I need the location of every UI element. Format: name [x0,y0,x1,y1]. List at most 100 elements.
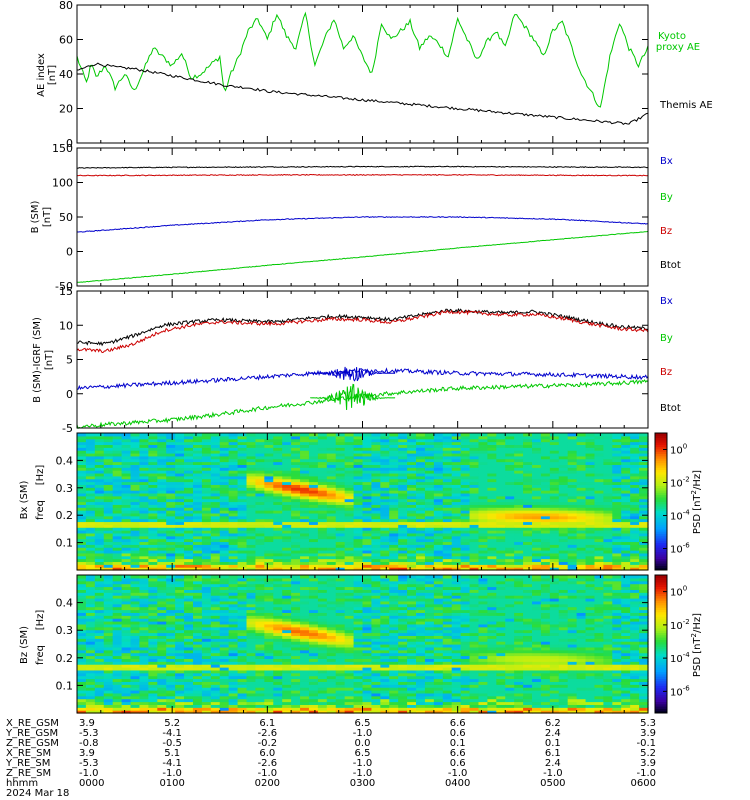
spectrogram-cell [612,438,622,443]
spectrogram-cell [121,532,132,537]
spectrogram-cell [291,475,301,480]
spectrogram-cell [112,612,123,616]
spectrogram-cell [130,544,141,548]
spectrogram-cell [103,510,114,514]
spectrogram-cell [192,461,203,465]
spectrogram-cell [585,564,596,568]
colorbar-segment [655,458,667,461]
spectrogram-cell [460,558,471,563]
spectrogram-cell [603,464,613,468]
spectrogram-cell [540,438,551,443]
spectrogram-cell [291,695,301,700]
spectrogram-cell [291,487,301,491]
spectrogram-cell [576,433,587,437]
spectrogram-cell [478,567,488,571]
spectrogram-cell [514,535,524,540]
spectrogram-cell [407,438,417,443]
spectrogram-cell [192,541,203,545]
spectrogram-cell [94,455,105,460]
spectrogram-cell [94,603,105,608]
spectrogram-cell [291,623,301,628]
spectrogram-cell [175,435,185,440]
spectrogram-cell [255,527,265,531]
series-line-kyoto-proxy-ae [76,11,649,108]
spectrogram-cell [621,567,631,571]
spectrogram-cell [219,561,230,565]
spectrogram-cell [157,667,167,671]
spectrogram-cell [77,441,87,446]
spectrogram-cell [630,467,640,471]
spectrogram-cell [228,521,239,525]
spectrogram-cell [344,487,355,491]
spectrogram-cell [139,504,149,508]
spectrogram-cell [291,710,301,714]
btot-burst [310,383,396,411]
spectrogram-cell [371,550,381,554]
spectrogram-cell [603,567,613,571]
spectrogram-cell [558,521,569,525]
spectrogram-cell [326,626,337,631]
spectrogram-cell [112,461,123,465]
spectrogram-cell [157,567,167,571]
spectrogram-cell [210,609,221,613]
spectrogram-cell [630,444,640,448]
spectrogram-cell [326,577,337,582]
spectrogram-cell [460,438,471,443]
spectrogram-cell [77,575,87,579]
spectrogram-cell [94,512,105,517]
spectrogram-cell [496,475,506,480]
spectrogram-cell [540,435,551,440]
spectrogram-cell [576,527,587,531]
spectrogram-cell [416,475,426,480]
spectrogram-cell [192,507,203,511]
spectrogram-cell [166,592,176,596]
spectrogram-cell [219,661,230,665]
spectrogram-cell [94,669,105,674]
spectrogram-cell [469,464,480,468]
spectrogram-cell [291,632,301,636]
spectrogram-cell [335,704,346,708]
spectrogram-cell [192,649,203,654]
spectrogram-cell [603,547,613,551]
spectrogram-cell [442,447,453,451]
spectrogram-cell [630,532,640,537]
spectrogram-cell [603,444,613,448]
spectrogram-cell [300,498,310,503]
spectrogram-cell [308,518,319,523]
spectrogram-cell [308,478,319,483]
spectrogram-cell [139,567,149,571]
spectrogram-cell [496,512,506,517]
spectrogram-cell [148,646,158,651]
spectrogram-cell [255,530,265,534]
spectrogram-cell [389,467,399,471]
spectrogram-cell [237,629,248,634]
spectrogram-cell [237,552,248,557]
spectrogram-cell [192,626,203,631]
spectrogram-cell [148,441,158,446]
spectrogram-cell [273,638,283,642]
spectrogram-cell [166,507,176,511]
spectrogram-cell [255,623,265,628]
spectrogram-cell [433,441,444,446]
spectrogram-cell [184,687,194,691]
spectrogram-cell [300,452,310,457]
spectrogram-cell [460,550,471,554]
spectrogram-cell [103,690,114,694]
spectrogram-cell [567,458,578,463]
spectrogram-cell [282,507,292,511]
spectrogram-cell [184,538,194,543]
spectrogram-cell [576,510,587,514]
spectrogram-cell [85,701,96,705]
spectrogram-cell [201,681,212,685]
spectrogram-cell [335,475,346,480]
spectrogram-cell [255,687,265,691]
spectrogram-cell [246,641,257,645]
spectrogram-cell [103,575,114,579]
spectrogram-cell [112,710,123,714]
spectrogram-cell [264,609,274,613]
spectrogram-cell [326,561,337,565]
spectrogram-cell [540,524,551,528]
spectrogram-cell [85,464,96,468]
spectrogram-cell [335,675,346,680]
spectrogram-cell [282,441,292,446]
